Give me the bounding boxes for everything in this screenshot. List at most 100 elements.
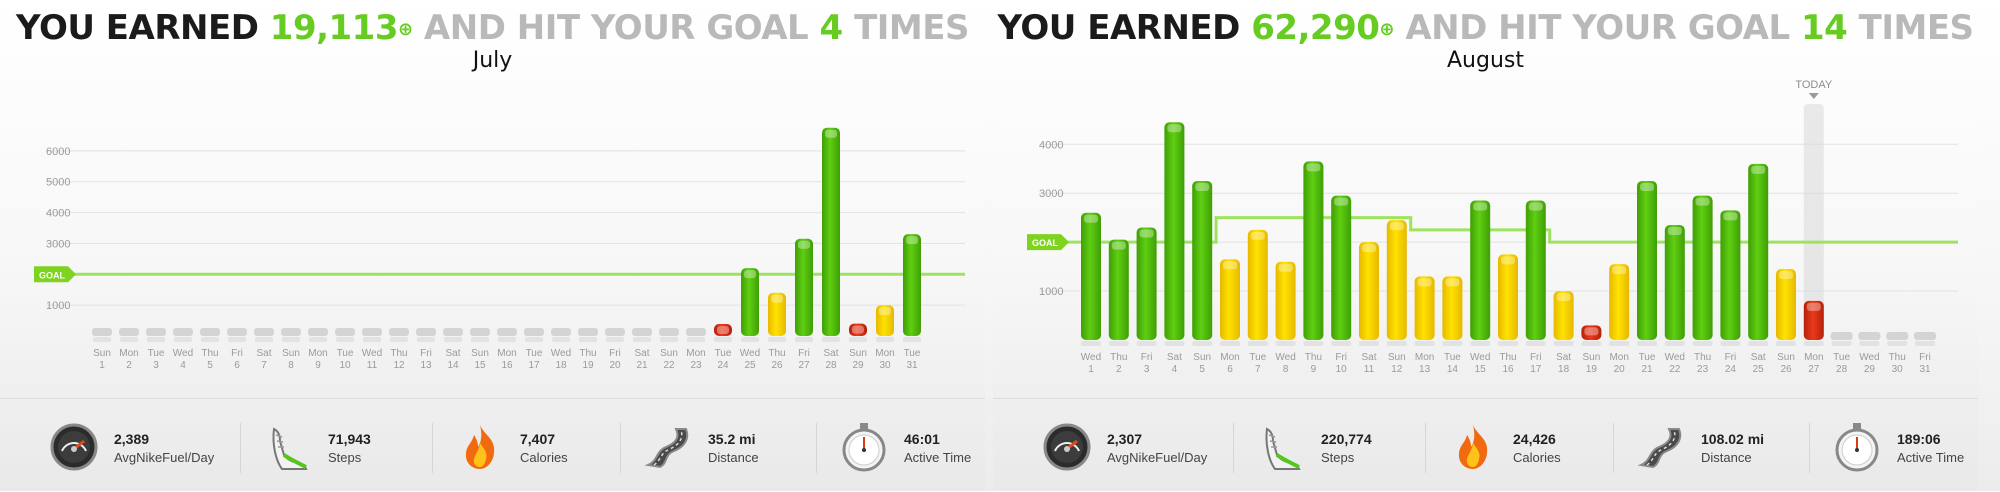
- stat-divider: [1613, 423, 1614, 473]
- headline-fuel-value: 62,290: [1251, 8, 1380, 48]
- empty-day-bar: [119, 328, 139, 336]
- day-bar: [822, 127, 840, 336]
- x-date-label: 3: [1144, 364, 1150, 375]
- x-day-label: Thu: [1499, 352, 1516, 363]
- bar-reflection: [903, 337, 921, 342]
- x-date-label: 14: [1447, 364, 1459, 375]
- x-date-label: 20: [1614, 364, 1626, 375]
- day-bar: [903, 234, 921, 336]
- x-date-label: 26: [771, 360, 783, 371]
- x-date-label: 16: [501, 360, 513, 371]
- x-day-label: Tue: [148, 348, 165, 359]
- day-bar: [1414, 276, 1435, 340]
- empty-day-bar: [605, 328, 625, 336]
- empty-day-bar: [443, 328, 463, 336]
- flame-icon: [454, 421, 506, 473]
- july-panel: YOU EARNED 19,113⊕ AND HIT YOUR GOAL 4 T…: [0, 0, 985, 491]
- bar-reflection: [471, 337, 489, 342]
- empty-day-bar: [1886, 332, 1909, 340]
- bar-reflection: [1776, 341, 1796, 346]
- empty-day-bar: [335, 328, 355, 336]
- day-bar: [1359, 242, 1379, 340]
- x-day-label: Wed: [551, 348, 571, 359]
- x-date-label: 7: [261, 360, 267, 371]
- empty-day-bar: [416, 328, 436, 336]
- bar-highlight: [825, 129, 837, 138]
- bar-reflection: [120, 337, 138, 342]
- x-date-label: 31: [906, 360, 918, 371]
- july-stats-bar: 2,389 AvgNikeFuel/Day 71,943 Steps 7,407 Calo…: [0, 398, 985, 492]
- bar-highlight: [1723, 212, 1738, 221]
- day-bar: [1275, 261, 1296, 340]
- y-tick-label: 4000: [1039, 139, 1063, 151]
- x-date-label: 21: [1641, 364, 1653, 375]
- day-bar: [1581, 325, 1602, 340]
- headline-goal-count: 4: [819, 8, 844, 48]
- x-day-label: Tue: [1833, 352, 1850, 363]
- empty-day-bar: [92, 328, 112, 336]
- stat-distance: 35.2 mi Distance: [642, 421, 832, 475]
- bar-highlight: [852, 325, 864, 334]
- x-date-label: 8: [1283, 364, 1289, 375]
- stat-value: 108.02 mi: [1701, 431, 1765, 447]
- bar-reflection: [174, 337, 192, 342]
- bar-reflection: [606, 337, 624, 342]
- stat-value: 2,389: [114, 431, 150, 447]
- bar-reflection: [147, 337, 165, 342]
- stat-steps: 71,943 Steps: [262, 421, 452, 475]
- bar-highlight: [1528, 202, 1543, 211]
- bar-highlight: [1751, 165, 1766, 174]
- x-date-label: 9: [315, 360, 321, 371]
- x-day-label: Tue: [1639, 352, 1656, 363]
- flame-icon: [1447, 421, 1499, 473]
- stat-value: 2,307: [1107, 431, 1143, 447]
- x-date-label: 23: [690, 360, 702, 371]
- x-date-label: 30: [1892, 364, 1904, 375]
- x-date-label: 18: [555, 360, 567, 371]
- bar-reflection: [1581, 341, 1602, 346]
- day-bar: [1692, 195, 1713, 340]
- stat-divider: [1425, 423, 1426, 473]
- day-bar: [741, 268, 759, 336]
- bar-reflection: [768, 337, 786, 342]
- empty-day-bar: [470, 328, 490, 336]
- bar-reflection: [498, 337, 516, 342]
- day-bar: [1081, 212, 1101, 340]
- bar-reflection: [876, 337, 894, 342]
- x-day-label: Sat: [1361, 352, 1376, 363]
- bar-reflection: [1220, 341, 1240, 346]
- bar-highlight: [1667, 227, 1682, 235]
- x-day-label: Sat: [823, 348, 838, 359]
- x-day-label: Fri: [420, 348, 432, 359]
- x-day-label: Wed: [1859, 352, 1879, 363]
- x-day-label: Thu: [579, 348, 596, 359]
- x-date-label: 14: [447, 360, 459, 371]
- x-day-label: Mon: [1220, 352, 1239, 363]
- headline-prefix: YOU EARNED: [16, 8, 259, 48]
- stat-divider: [432, 423, 433, 473]
- x-day-label: Mon: [1415, 352, 1434, 363]
- stat-divider: [1233, 423, 1234, 473]
- x-day-label: Fri: [609, 348, 621, 359]
- x-date-label: 4: [180, 360, 186, 371]
- stat-label: Calories: [520, 450, 568, 465]
- bar-reflection: [1331, 341, 1352, 346]
- x-date-label: 17: [1530, 364, 1542, 375]
- stat-divider: [816, 423, 817, 473]
- x-date-label: 2: [1116, 364, 1122, 375]
- stat-label: Active Time: [904, 450, 972, 465]
- x-date-label: 15: [1475, 364, 1487, 375]
- empty-day-bar: [1858, 332, 1881, 340]
- y-tick-label: 1000: [46, 300, 70, 312]
- x-day-label: Tue: [715, 348, 732, 359]
- stat-label: Distance: [1701, 450, 1752, 465]
- bar-highlight: [1806, 302, 1821, 311]
- empty-day-bar: [497, 328, 517, 336]
- x-day-label: Fri: [798, 348, 810, 359]
- bar-highlight: [1278, 263, 1293, 272]
- bar-highlight: [798, 240, 810, 249]
- stat-calories: 24,426 Calories: [1447, 421, 1637, 475]
- bar-reflection: [822, 337, 840, 342]
- bar-reflection: [1303, 341, 1324, 346]
- empty-day-bar: [524, 328, 544, 336]
